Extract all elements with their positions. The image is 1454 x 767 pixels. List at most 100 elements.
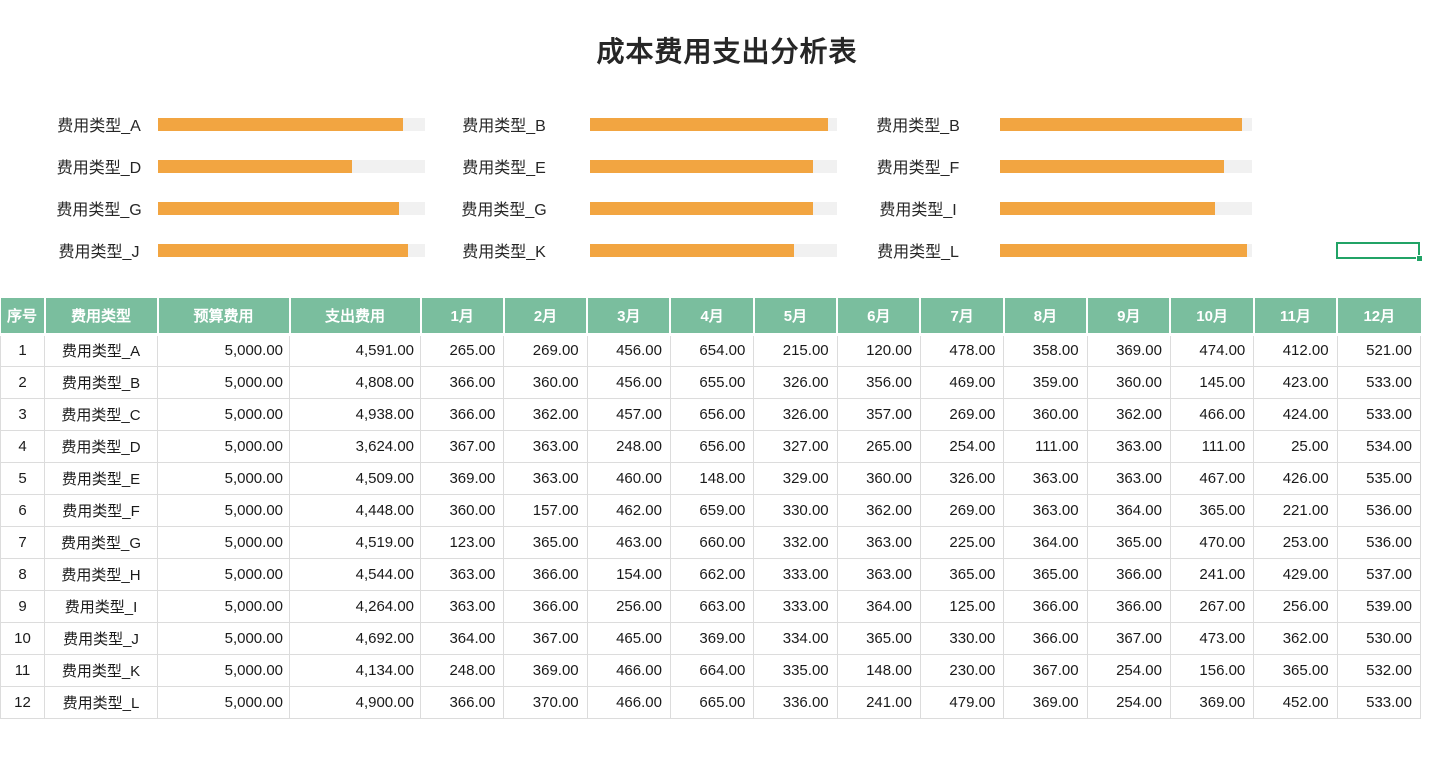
cell-month-2[interactable]: 365.00 (503, 525, 588, 559)
cell-month-5[interactable]: 336.00 (753, 685, 838, 719)
cell-type[interactable]: 费用类型_I (44, 589, 158, 623)
cell-month-1[interactable]: 363.00 (419, 589, 505, 623)
cell-budget[interactable]: 5,000.00 (157, 429, 290, 463)
cell-month-5[interactable]: 334.00 (753, 621, 838, 655)
cell-month-1[interactable]: 366.00 (419, 685, 505, 719)
cell-month-11[interactable]: 256.00 (1253, 589, 1338, 623)
cell-month-12[interactable]: 534.00 (1336, 429, 1422, 463)
cell-month-7[interactable]: 365.00 (919, 557, 1005, 591)
cell-month-7[interactable]: 225.00 (919, 525, 1005, 559)
cell-month-6[interactable]: 365.00 (836, 621, 921, 655)
column-header-month-1[interactable]: 1月 (419, 298, 505, 336)
cell-month-7[interactable]: 478.00 (919, 333, 1005, 367)
cell-month-2[interactable]: 363.00 (503, 461, 588, 495)
column-header-no[interactable]: 序号 (0, 298, 46, 336)
cell-spent[interactable]: 4,591.00 (289, 333, 421, 367)
column-header-month-7[interactable]: 7月 (919, 298, 1005, 336)
cell-month-12[interactable]: 532.00 (1336, 653, 1422, 687)
cell-month-8[interactable]: 365.00 (1003, 557, 1088, 591)
cell-no[interactable]: 3 (0, 397, 45, 431)
cell-budget[interactable]: 5,000.00 (157, 493, 290, 527)
column-header-month-12[interactable]: 12月 (1336, 298, 1421, 336)
cell-month-4[interactable]: 659.00 (669, 493, 755, 527)
cell-month-4[interactable]: 656.00 (669, 397, 755, 431)
cell-month-1[interactable]: 367.00 (419, 429, 505, 463)
cell-month-8[interactable]: 358.00 (1003, 333, 1088, 367)
cell-type[interactable]: 费用类型_G (44, 525, 158, 559)
cell-budget[interactable]: 5,000.00 (157, 621, 290, 655)
cell-month-9[interactable]: 363.00 (1086, 461, 1171, 495)
cell-month-3[interactable]: 463.00 (586, 525, 671, 559)
cell-month-4[interactable]: 663.00 (669, 589, 755, 623)
cell-no[interactable]: 1 (0, 333, 45, 367)
cell-budget[interactable]: 5,000.00 (157, 557, 290, 591)
cell-month-2[interactable]: 366.00 (503, 589, 588, 623)
cell-month-12[interactable]: 536.00 (1336, 493, 1422, 527)
column-header-month-11[interactable]: 11月 (1252, 298, 1339, 336)
cell-month-4[interactable]: 665.00 (669, 685, 755, 719)
cell-month-10[interactable]: 267.00 (1169, 589, 1255, 623)
cell-no[interactable]: 4 (0, 429, 45, 463)
cell-month-4[interactable]: 662.00 (669, 557, 755, 591)
cell-month-3[interactable]: 256.00 (586, 589, 671, 623)
cell-month-3[interactable]: 457.00 (586, 397, 671, 431)
cell-month-4[interactable]: 654.00 (669, 333, 755, 367)
cell-month-11[interactable]: 25.00 (1253, 429, 1338, 463)
cell-spent[interactable]: 4,264.00 (289, 589, 421, 623)
cell-budget[interactable]: 5,000.00 (157, 333, 290, 367)
cell-month-2[interactable]: 367.00 (503, 621, 588, 655)
cell-type[interactable]: 费用类型_E (44, 461, 158, 495)
cell-no[interactable]: 2 (0, 365, 45, 399)
cell-month-1[interactable]: 369.00 (419, 461, 505, 495)
cell-month-3[interactable]: 460.00 (586, 461, 671, 495)
cell-month-8[interactable]: 367.00 (1003, 653, 1088, 687)
cell-type[interactable]: 费用类型_H (44, 557, 158, 591)
cell-month-5[interactable]: 333.00 (753, 557, 838, 591)
cell-month-12[interactable]: 521.00 (1336, 333, 1422, 367)
cell-budget[interactable]: 5,000.00 (157, 397, 290, 431)
cell-month-6[interactable]: 148.00 (836, 653, 921, 687)
cell-month-5[interactable]: 332.00 (753, 525, 838, 559)
cell-month-7[interactable]: 269.00 (919, 397, 1005, 431)
cell-month-9[interactable]: 369.00 (1086, 333, 1171, 367)
selection-fill-handle[interactable] (1416, 255, 1422, 261)
cell-month-2[interactable]: 370.00 (503, 685, 588, 719)
cell-month-5[interactable]: 326.00 (753, 397, 838, 431)
cell-type[interactable]: 费用类型_F (44, 493, 158, 527)
cell-month-8[interactable]: 111.00 (1003, 429, 1088, 463)
cell-month-1[interactable]: 360.00 (419, 493, 505, 527)
cell-month-2[interactable]: 369.00 (503, 653, 588, 687)
cell-month-4[interactable]: 655.00 (669, 365, 755, 399)
cell-month-9[interactable]: 360.00 (1086, 365, 1171, 399)
cell-month-8[interactable]: 369.00 (1003, 685, 1088, 719)
cell-month-4[interactable]: 148.00 (669, 461, 755, 495)
cell-month-2[interactable]: 366.00 (503, 557, 588, 591)
cell-month-6[interactable]: 357.00 (836, 397, 921, 431)
cell-month-4[interactable]: 660.00 (669, 525, 755, 559)
cell-month-10[interactable]: 365.00 (1169, 493, 1255, 527)
cell-month-6[interactable]: 120.00 (836, 333, 921, 367)
cell-month-11[interactable]: 423.00 (1253, 365, 1338, 399)
cell-budget[interactable]: 5,000.00 (157, 653, 290, 687)
cell-month-10[interactable]: 470.00 (1169, 525, 1255, 559)
column-header-month-2[interactable]: 2月 (502, 298, 589, 336)
cell-month-6[interactable]: 363.00 (836, 525, 921, 559)
cell-spent[interactable]: 4,938.00 (289, 397, 421, 431)
cell-month-7[interactable]: 330.00 (919, 621, 1005, 655)
cell-month-1[interactable]: 123.00 (419, 525, 505, 559)
cell-month-6[interactable]: 363.00 (836, 557, 921, 591)
cell-month-2[interactable]: 363.00 (503, 429, 588, 463)
cell-month-12[interactable]: 533.00 (1336, 685, 1422, 719)
cell-month-10[interactable]: 145.00 (1169, 365, 1255, 399)
cell-month-10[interactable]: 466.00 (1169, 397, 1255, 431)
cell-no[interactable]: 10 (0, 621, 45, 655)
cell-month-10[interactable]: 111.00 (1169, 429, 1255, 463)
cell-month-1[interactable]: 248.00 (419, 653, 505, 687)
cell-budget[interactable]: 5,000.00 (157, 589, 290, 623)
cell-month-6[interactable]: 265.00 (836, 429, 921, 463)
cell-month-7[interactable]: 230.00 (919, 653, 1005, 687)
cell-month-2[interactable]: 360.00 (503, 365, 588, 399)
cell-month-4[interactable]: 664.00 (669, 653, 755, 687)
cell-spent[interactable]: 4,134.00 (289, 653, 421, 687)
cell-month-6[interactable]: 356.00 (836, 365, 921, 399)
